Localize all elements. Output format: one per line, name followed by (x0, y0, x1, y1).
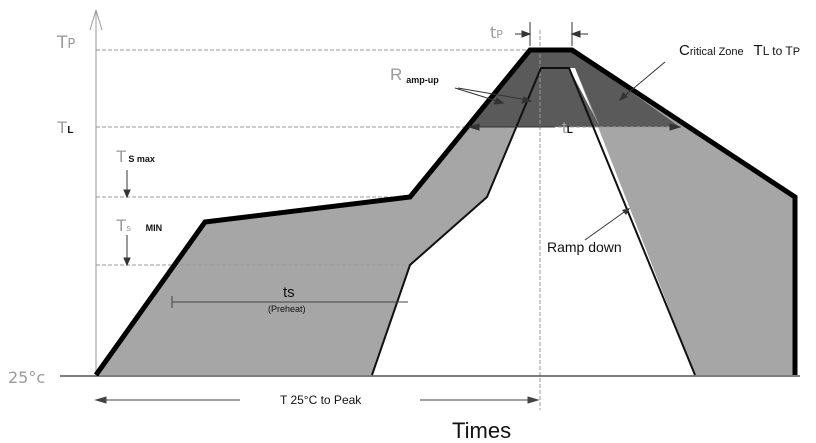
ramp-down-leader (584, 209, 628, 241)
tl-duration-label: tL (562, 118, 573, 137)
t25-label: 25°c (8, 368, 45, 387)
ramp-down-label: Ramp down (547, 239, 622, 255)
profile-curve (93, 47, 798, 377)
tl-label: TL (57, 118, 74, 137)
y-axis-arrow-left (89, 9, 97, 31)
preheat-label: (Preheat) (268, 304, 306, 314)
outer-fill-left (96, 50, 575, 375)
tp-duration-label: tP (490, 23, 503, 42)
ramp-up-leaders (454, 87, 533, 105)
tl-duration-arrows (467, 123, 682, 131)
inner-curve (371, 67, 696, 376)
guide-lines (96, 30, 680, 410)
x-axis-title: Times (452, 418, 511, 443)
ts-dimension (171, 296, 408, 308)
axes (60, 9, 800, 377)
ts-level-arrows (123, 170, 131, 267)
ts-label: ts (283, 284, 295, 301)
y-axis-arrow-right (95, 9, 103, 31)
critical-zone-fill (469, 50, 680, 127)
critical-zone-label: Critical Zone TL to TP (679, 42, 800, 59)
t25-peak-dimension (94, 396, 540, 404)
inner-white-peak (516, 68, 600, 127)
outer-fill-right (572, 50, 795, 375)
t25-to-peak-label: T 25°C to Peak (280, 393, 362, 407)
tp-label: TP (56, 33, 75, 53)
tp-duration-arrows (515, 22, 588, 46)
ramp-down-arrowhead (622, 208, 630, 215)
critical-zone-arrowhead (619, 92, 628, 101)
tsmin-label: Ts MIN (116, 216, 162, 235)
critical-zone-leader (621, 61, 666, 99)
